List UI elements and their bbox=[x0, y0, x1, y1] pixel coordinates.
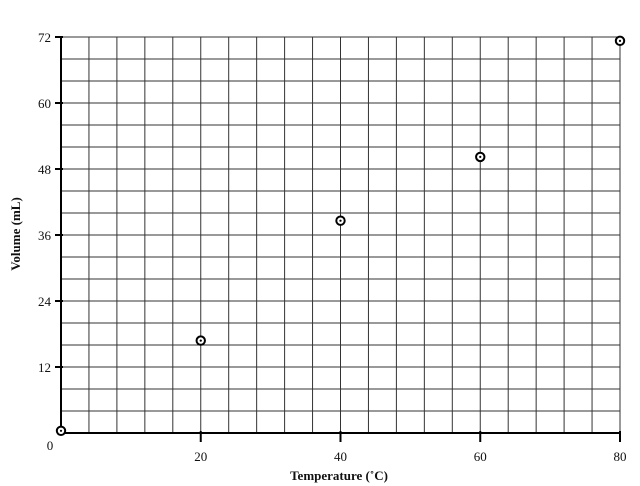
tick-marks bbox=[55, 36, 621, 442]
y-tick-label: 0 bbox=[47, 438, 54, 453]
y-axis-title: Volume (mL) bbox=[8, 197, 23, 271]
x-tick-label: 60 bbox=[474, 449, 487, 464]
y-tick-label: 48 bbox=[38, 162, 51, 177]
data-point bbox=[614, 35, 626, 47]
data-point bbox=[475, 151, 486, 163]
grid-lines bbox=[60, 36, 621, 434]
x-axis-title: Temperature (˚C) bbox=[290, 468, 388, 483]
x-tick-label: 20 bbox=[194, 449, 207, 464]
x-tick-label: 80 bbox=[614, 449, 627, 464]
data-points bbox=[55, 35, 626, 436]
data-point bbox=[195, 335, 206, 346]
data-point bbox=[335, 215, 346, 226]
x-tick-label: 40 bbox=[334, 449, 347, 464]
y-tick-label: 36 bbox=[38, 228, 52, 243]
y-tick-label: 12 bbox=[38, 360, 51, 375]
y-tick-label: 60 bbox=[38, 96, 51, 111]
y-tick-label: 72 bbox=[38, 30, 51, 45]
tick-labels: 0 12 24 36 48 60 72 20 40 60 80 bbox=[38, 30, 627, 464]
data-point bbox=[55, 425, 67, 436]
y-tick-label: 24 bbox=[38, 294, 52, 309]
